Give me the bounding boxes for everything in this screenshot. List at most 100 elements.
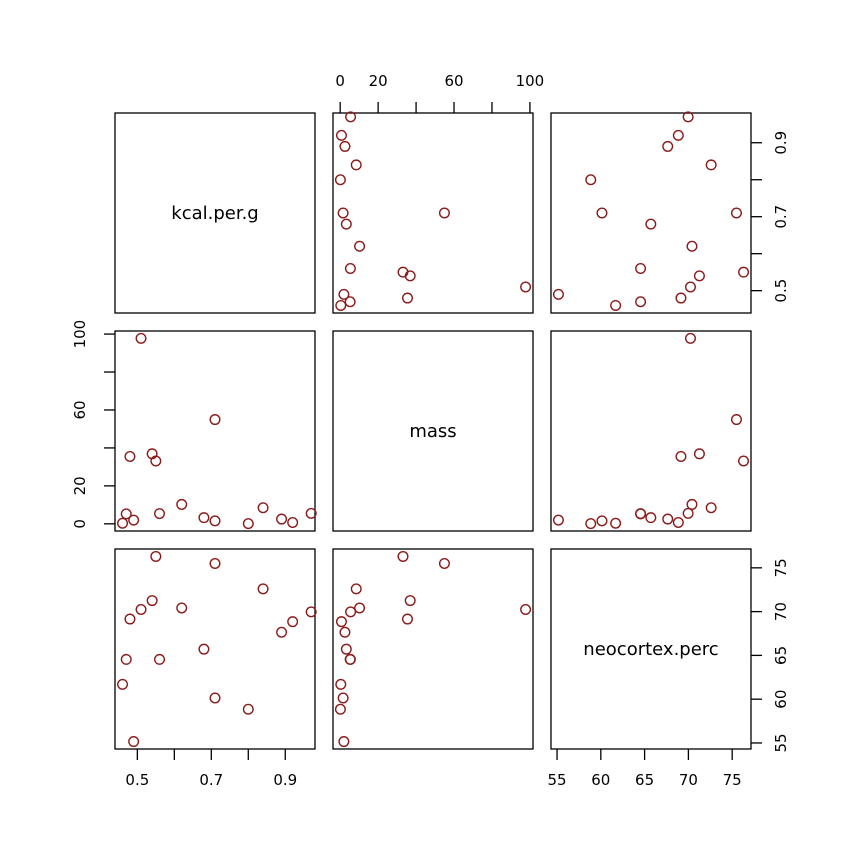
data-point bbox=[438, 558, 450, 570]
diagonal-label-kcal: kcal.per.g bbox=[171, 203, 258, 224]
data-point bbox=[738, 266, 750, 278]
data-point bbox=[610, 517, 622, 529]
data-point bbox=[345, 111, 357, 123]
data-point bbox=[128, 736, 140, 748]
data-point bbox=[635, 262, 647, 274]
axis-tick-label: 0.7 bbox=[199, 771, 223, 789]
axis-tick-label: 70 bbox=[772, 602, 790, 621]
data-point bbox=[120, 508, 132, 520]
data-point bbox=[345, 606, 357, 618]
data-point bbox=[334, 703, 346, 715]
scatter-panel-r2c1 bbox=[114, 330, 316, 532]
axis-tick-label: 60 bbox=[772, 690, 790, 709]
scatter-panel-r1c1 bbox=[114, 112, 316, 314]
data-point bbox=[520, 281, 532, 293]
data-point bbox=[124, 613, 136, 625]
data-point bbox=[675, 451, 687, 463]
data-point bbox=[635, 296, 647, 308]
data-point bbox=[596, 207, 608, 219]
axis-tick-label: 60 bbox=[444, 72, 463, 90]
data-point bbox=[305, 507, 317, 519]
data-point bbox=[335, 678, 347, 690]
data-point bbox=[682, 111, 694, 123]
data-point bbox=[117, 678, 129, 690]
data-point bbox=[552, 288, 564, 300]
diagonal-label-mass: mass bbox=[409, 421, 456, 442]
data-point bbox=[176, 602, 188, 614]
axis-tick-label: 75 bbox=[723, 771, 742, 789]
axis-tick-label: 0.7 bbox=[772, 205, 790, 229]
data-point bbox=[675, 292, 687, 304]
data-point bbox=[135, 332, 147, 344]
data-point bbox=[354, 240, 366, 252]
data-point bbox=[520, 604, 532, 616]
data-point bbox=[305, 606, 317, 618]
data-point bbox=[684, 281, 696, 293]
data-point bbox=[335, 129, 347, 141]
data-point bbox=[662, 513, 674, 525]
data-point bbox=[596, 515, 608, 527]
data-point bbox=[340, 218, 352, 230]
data-point bbox=[693, 270, 705, 282]
data-point bbox=[135, 604, 147, 616]
data-point bbox=[401, 613, 413, 625]
data-point bbox=[150, 455, 162, 467]
data-point bbox=[335, 299, 347, 311]
axis-tick-label: 55 bbox=[547, 771, 566, 789]
data-point bbox=[128, 514, 140, 526]
data-point bbox=[150, 550, 162, 562]
data-point bbox=[738, 455, 750, 467]
data-point bbox=[684, 332, 696, 344]
data-point bbox=[682, 507, 694, 519]
axis-tick-label: 65 bbox=[635, 771, 654, 789]
data-point bbox=[686, 498, 698, 510]
data-point bbox=[340, 643, 352, 655]
data-point bbox=[404, 595, 416, 607]
data-point bbox=[334, 174, 346, 186]
axis-tick-label: 55 bbox=[772, 733, 790, 752]
data-point bbox=[337, 692, 349, 704]
axis-tick-label: 0.5 bbox=[125, 771, 149, 789]
data-point bbox=[124, 451, 136, 463]
data-point bbox=[350, 159, 362, 171]
data-point bbox=[287, 517, 299, 529]
axis-tick-label: 60 bbox=[71, 400, 89, 419]
data-point bbox=[401, 292, 413, 304]
data-point bbox=[276, 513, 288, 525]
data-point bbox=[672, 129, 684, 141]
data-point bbox=[585, 174, 597, 186]
scatter-panel-r2c2 bbox=[332, 330, 534, 532]
data-point bbox=[645, 512, 657, 524]
axis-tick-label: 20 bbox=[71, 476, 89, 495]
data-point bbox=[209, 558, 221, 570]
data-point bbox=[276, 626, 288, 638]
data-point bbox=[257, 502, 269, 514]
scatter-panel-r1c2 bbox=[332, 112, 534, 314]
data-point bbox=[209, 692, 221, 704]
data-point bbox=[552, 514, 564, 526]
scatter-panel-r3c3 bbox=[550, 548, 752, 750]
data-point bbox=[287, 616, 299, 628]
data-point bbox=[339, 626, 351, 638]
scatter-panel-r1c3 bbox=[550, 112, 752, 314]
data-point bbox=[730, 207, 742, 219]
data-point bbox=[209, 414, 221, 426]
axis-tick-label: 0 bbox=[71, 519, 89, 529]
data-point bbox=[350, 583, 362, 595]
data-point bbox=[705, 502, 717, 514]
data-point bbox=[693, 448, 705, 460]
scatter-panel-r3c2 bbox=[332, 548, 534, 750]
data-point bbox=[154, 508, 166, 520]
axis-tick-label: 0.9 bbox=[273, 771, 297, 789]
data-point bbox=[686, 240, 698, 252]
data-point bbox=[397, 266, 409, 278]
data-point bbox=[610, 299, 622, 311]
axis-tick-label: 20 bbox=[369, 72, 388, 90]
data-point bbox=[645, 218, 657, 230]
data-point bbox=[335, 616, 347, 628]
data-point bbox=[635, 508, 647, 520]
data-point bbox=[339, 140, 351, 152]
axis-tick-label: 0.9 bbox=[772, 131, 790, 155]
data-point bbox=[662, 140, 674, 152]
